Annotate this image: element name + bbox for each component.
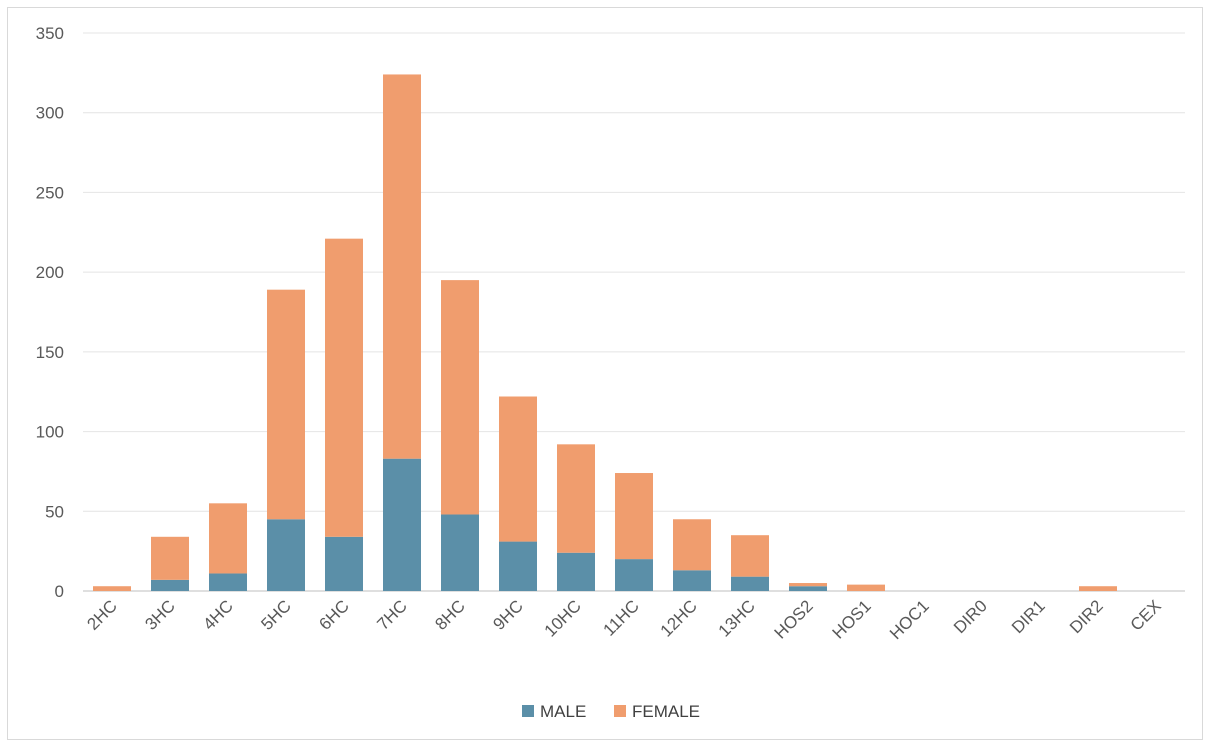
gridlines bbox=[83, 32, 1185, 592]
bar-female-3hc bbox=[151, 536, 189, 580]
x-tick-label: 8HC bbox=[431, 596, 468, 633]
bar-female-6hc bbox=[325, 238, 363, 537]
bar-male-13hc bbox=[731, 576, 769, 591]
bar-male-11hc bbox=[615, 559, 653, 591]
bar-male-4hc bbox=[209, 573, 247, 591]
x-tick-label: DIR2 bbox=[1066, 596, 1107, 637]
bar-male-3hc bbox=[151, 579, 189, 591]
bar-female-5hc bbox=[267, 289, 305, 520]
legend-label-female: FEMALE bbox=[632, 702, 700, 721]
legend-swatch-female bbox=[614, 705, 626, 717]
bar-female-13hc bbox=[731, 535, 769, 577]
x-tick-label: HOS1 bbox=[829, 596, 875, 642]
x-tick-label: HOS2 bbox=[771, 596, 817, 642]
chart-frame bbox=[7, 7, 1203, 740]
x-tick-label: DIR1 bbox=[1008, 596, 1049, 637]
x-tick-label: 13HC bbox=[715, 596, 759, 640]
x-tick-label: 7HC bbox=[373, 596, 410, 633]
x-tick-label: 6HC bbox=[315, 596, 352, 633]
bar-female-8hc bbox=[441, 280, 479, 515]
bar-male-8hc bbox=[441, 514, 479, 591]
bar-male-10hc bbox=[557, 552, 595, 591]
bar-female-9hc bbox=[499, 396, 537, 542]
x-tick-label: HOC1 bbox=[886, 596, 933, 643]
bar-female-11hc bbox=[615, 473, 653, 560]
bar-male-9hc bbox=[499, 541, 537, 591]
bar-male-hos2 bbox=[789, 586, 827, 591]
bars bbox=[93, 74, 1117, 591]
bar-male-7hc bbox=[383, 458, 421, 591]
y-tick-label: 0 bbox=[55, 582, 64, 601]
legend: MALE FEMALE bbox=[522, 702, 700, 721]
bar-female-4hc bbox=[209, 503, 247, 574]
x-tick-label: CEX bbox=[1127, 596, 1165, 634]
x-axis-ticks: 2HC 3HC 4HC 5HC 6HC 7HC 8HC 9HC 10HC 11HC 12HC 13HC… bbox=[83, 596, 1164, 643]
bar-male-12hc bbox=[673, 570, 711, 591]
bar-female-hos2 bbox=[789, 583, 827, 587]
x-tick-label: 4HC bbox=[199, 596, 236, 633]
bar-female-10hc bbox=[557, 444, 595, 553]
x-tick-label: DIR0 bbox=[950, 596, 991, 637]
bar-female-7hc bbox=[383, 74, 421, 459]
x-tick-label: 2HC bbox=[83, 596, 120, 633]
y-tick-label: 200 bbox=[36, 263, 64, 282]
legend-label-male: MALE bbox=[540, 702, 586, 721]
x-tick-label: 11HC bbox=[600, 596, 643, 639]
bar-male-5hc bbox=[267, 519, 305, 591]
y-tick-label: 350 bbox=[36, 24, 64, 43]
y-tick-label: 150 bbox=[36, 343, 64, 362]
bar-female-hos1 bbox=[847, 584, 885, 591]
bar-female-dir2 bbox=[1079, 586, 1117, 591]
x-tick-label: 5HC bbox=[257, 596, 294, 633]
x-tick-label: 3HC bbox=[141, 596, 178, 633]
y-tick-label: 50 bbox=[45, 502, 64, 521]
x-tick-label: 9HC bbox=[489, 596, 526, 633]
legend-swatch-male bbox=[522, 705, 534, 717]
y-tick-label: 250 bbox=[36, 183, 64, 202]
y-axis-ticks: 0 50 100 150 200 250 300 350 bbox=[36, 24, 64, 601]
x-tick-label: 10HC bbox=[541, 596, 585, 640]
bar-female-12hc bbox=[673, 519, 711, 571]
y-tick-label: 100 bbox=[36, 423, 64, 442]
x-tick-label: 12HC bbox=[657, 596, 701, 640]
y-tick-label: 300 bbox=[36, 104, 64, 123]
bar-female-2hc bbox=[93, 586, 131, 591]
bar-male-6hc bbox=[325, 536, 363, 591]
